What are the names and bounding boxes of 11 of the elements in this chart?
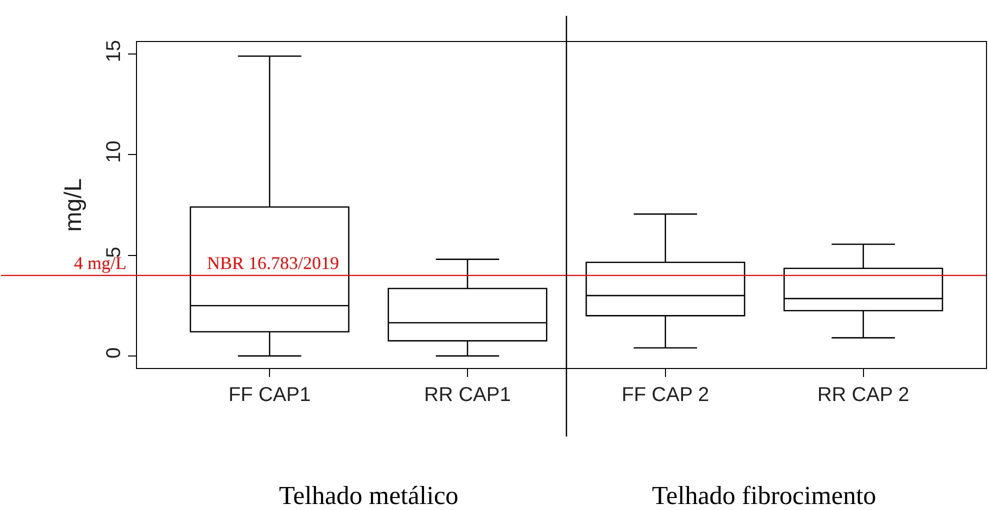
text: Telhado fibrocimento <box>652 481 876 510</box>
y-tick-label: 10 <box>103 140 125 163</box>
x-tick-label: FF CAP1 <box>228 384 311 406</box>
ref-line-label: NBR 16.783/2019 <box>207 253 340 273</box>
x-tick-label: RR CAP 2 <box>817 384 910 406</box>
x-tick-label: RR CAP1 <box>424 384 511 406</box>
y-tick-label: 15 <box>103 40 125 62</box>
y-axis-title: mg/L <box>60 178 88 232</box>
y-tick-label: 0 <box>103 347 125 358</box>
x-tick-label: FF CAP 2 <box>622 384 710 406</box>
text: Telhado metálico <box>279 481 458 510</box>
